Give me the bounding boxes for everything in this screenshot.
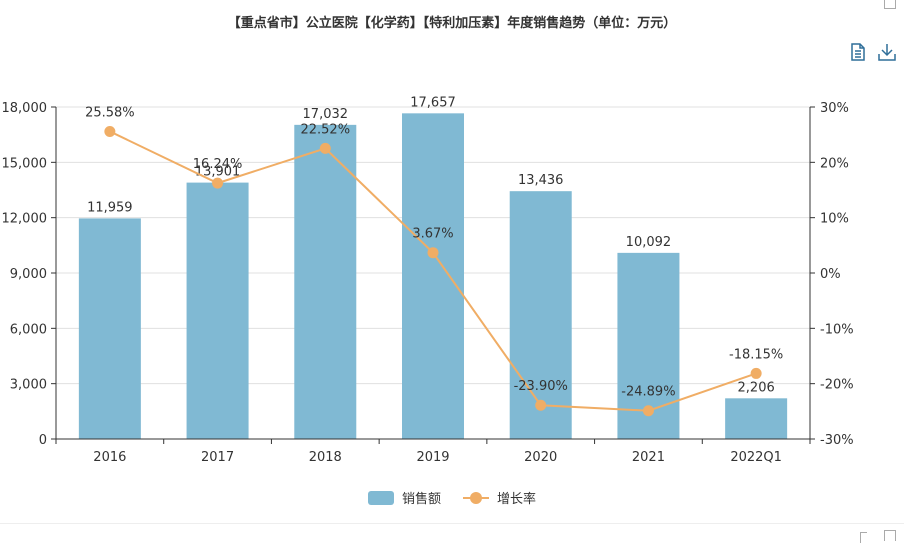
y-left-tick-label: 3,000	[10, 378, 47, 393]
panel-corner-icon	[884, 0, 896, 9]
legend-item-sales[interactable]: 销售额	[367, 488, 441, 507]
bar-value-label: 17,032	[303, 107, 349, 122]
x-tick-label: 2017	[201, 450, 234, 465]
y-left-tick-label: 6,000	[10, 322, 47, 337]
panel-divider	[0, 523, 904, 524]
y-right-tick-label: 10%	[820, 212, 849, 227]
bar	[402, 113, 464, 439]
growth-point	[642, 405, 654, 417]
bar-value-label: 13,901	[195, 165, 241, 180]
bar-value-label: 11,959	[87, 200, 133, 215]
growth-value-label: -18.15%	[729, 347, 783, 362]
chart-title: 【重点省市】公立医院【化学药】【特利加压素】年度销售趋势（单位：万元）	[227, 16, 677, 31]
growth-value-label: -24.89%	[621, 385, 675, 400]
download-icon[interactable]	[877, 42, 897, 62]
growth-value-label: 3.67%	[412, 227, 453, 242]
bar	[509, 191, 572, 439]
growth-point	[212, 177, 224, 189]
y-right-tick-label: -30%	[820, 433, 854, 448]
growth-value-label: 25.58%	[85, 105, 135, 120]
bar	[294, 124, 357, 440]
growth-point	[319, 142, 331, 154]
x-tick-label: 2016	[93, 450, 126, 465]
growth-value-label: 22.52%	[300, 122, 350, 137]
x-tick-label: 2022Q1	[730, 450, 782, 465]
y-left-tick-label: 9,000	[10, 267, 47, 282]
y-left-tick-label: 15,000	[2, 156, 48, 171]
y-right-tick-label: -10%	[820, 322, 854, 337]
chart-legend: 销售额 增长率	[0, 488, 904, 507]
x-tick-label: 2020	[524, 450, 557, 465]
x-tick-label: 2019	[416, 450, 449, 465]
panel-corner-icon	[860, 532, 867, 543]
bar-value-label: 13,436	[518, 173, 564, 188]
y-left-tick-label: 12,000	[2, 212, 48, 227]
y-right-tick-label: 0%	[820, 267, 841, 282]
growth-value-label: 16.24%	[193, 157, 243, 172]
bar	[725, 398, 788, 439]
y-right-tick-label: 30%	[820, 101, 849, 116]
x-tick-label: 2018	[309, 450, 342, 465]
legend-item-growth[interactable]: 增长率	[463, 488, 536, 507]
growth-point	[427, 247, 439, 259]
growth-value-label: -23.90%	[514, 379, 568, 394]
bar	[186, 182, 249, 440]
panel-corner-icon	[884, 530, 896, 541]
growth-point	[750, 367, 762, 379]
x-tick-label: 2021	[632, 450, 665, 465]
data-view-icon[interactable]	[848, 42, 868, 62]
y-left-tick-label: 18,000	[2, 101, 48, 116]
growth-point	[104, 125, 116, 137]
legend-swatch-line	[463, 491, 489, 505]
bar-value-label: 2,206	[738, 380, 775, 395]
bar-value-label: 10,092	[626, 235, 672, 250]
bar	[78, 218, 141, 439]
legend-label-sales: 销售额	[401, 492, 441, 507]
bar-value-label: 17,657	[410, 95, 456, 110]
y-right-tick-label: -20%	[820, 378, 854, 393]
y-left-tick-label: 0	[39, 433, 47, 448]
growth-point	[535, 399, 547, 411]
legend-swatch-bar	[367, 490, 394, 505]
y-right-tick-label: 20%	[820, 156, 849, 171]
legend-label-growth: 增长率	[497, 492, 537, 507]
